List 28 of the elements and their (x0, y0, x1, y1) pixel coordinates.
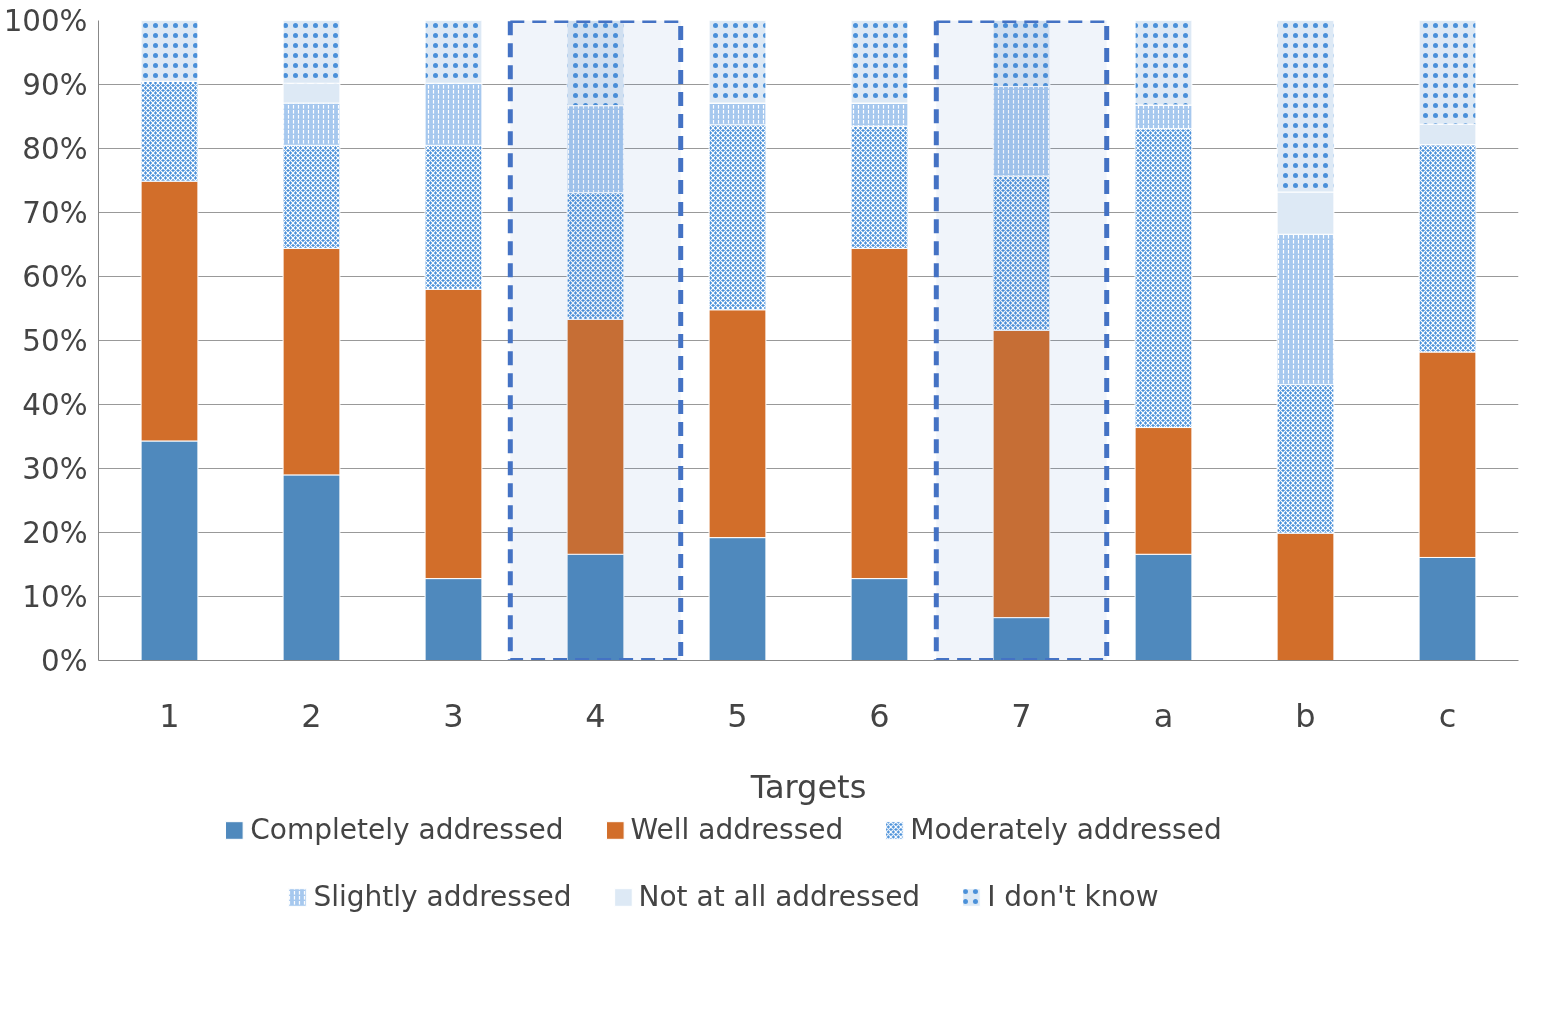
y-tick-label: 10% (22, 579, 88, 614)
y-tick-label: 40% (22, 387, 88, 422)
x-tick-label: 5 (727, 696, 748, 735)
x-axis-title: Targets (749, 767, 867, 806)
x-tick-label: a (1153, 696, 1174, 735)
x-tick-label: 7 (1011, 696, 1032, 735)
y-tick-label: 0% (40, 643, 88, 678)
x-tick-label: 2 (301, 696, 322, 735)
y-tick-label: 60% (22, 259, 88, 294)
legend-label: Moderately addressed (910, 813, 1222, 846)
y-tick-label: 20% (22, 515, 88, 550)
x-tick-label: 4 (585, 696, 606, 735)
legend-label: Not at all addressed (638, 880, 921, 913)
y-tick-label: 80% (22, 131, 88, 166)
x-tick-label: c (1438, 696, 1457, 735)
legend-label: Well addressed (630, 813, 844, 846)
y-tick-label: 90% (22, 67, 88, 102)
y-tick-label: 30% (22, 451, 88, 486)
y-tick-label: 70% (22, 195, 88, 230)
y-tick-label: 100% (3, 3, 88, 38)
legend-label: Completely addressed (250, 813, 564, 846)
legend-label: Slightly addressed (313, 880, 572, 913)
legend-label: I don't know (987, 880, 1159, 913)
x-tick-label: 6 (869, 696, 890, 735)
x-tick-label: 1 (159, 696, 180, 735)
x-tick-label: b (1295, 696, 1316, 735)
x-tick-label: 3 (443, 696, 464, 735)
y-tick-label: 50% (22, 323, 88, 358)
